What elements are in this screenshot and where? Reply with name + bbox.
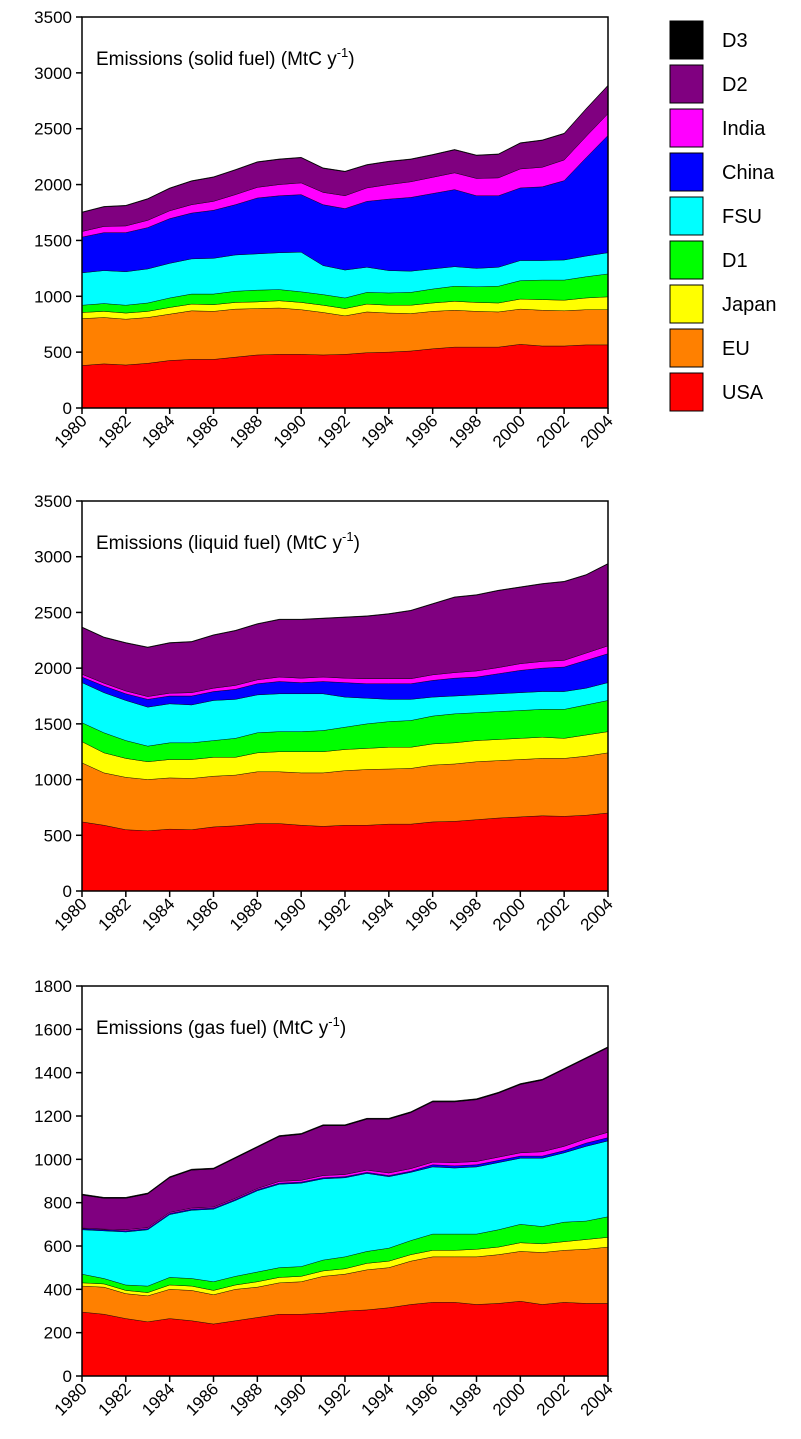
chart-title-part: -1: [337, 45, 349, 60]
chart-title-part: ): [348, 49, 354, 70]
y-tick-label: 1600: [34, 1020, 72, 1039]
x-tick-label: 1988: [226, 1379, 266, 1419]
legend-swatch: [669, 328, 704, 368]
x-tick-label: 1984: [138, 411, 178, 451]
y-tick-label: 1200: [34, 1107, 72, 1126]
x-tick-label: 1996: [401, 411, 441, 451]
legend-swatch: [669, 20, 704, 60]
x-tick-label: 1982: [94, 1379, 134, 1419]
legend-label: FSU: [722, 206, 762, 228]
y-tick-label: 400: [44, 1280, 72, 1299]
plot: [81, 1046, 609, 1377]
x-tick-label: 1992: [314, 411, 354, 451]
legend-label: USA: [722, 382, 764, 404]
x-tick-label: 2000: [489, 411, 529, 451]
y-tick-label: 3500: [34, 8, 72, 27]
legend-label: D1: [722, 250, 748, 272]
y-tick-label: 2500: [34, 603, 72, 622]
x-tick-label: 2000: [489, 1379, 529, 1419]
y-tick-label: 3000: [34, 548, 72, 567]
x-tick-label: 1988: [226, 894, 266, 934]
y-tick-label: 1800: [34, 977, 72, 996]
y-tick-label: 200: [44, 1324, 72, 1343]
x-tick-label: 2004: [577, 1379, 617, 1419]
legend-swatch: [669, 196, 704, 236]
chart-title: Emissions (solid fuel) (MtC y-1): [96, 45, 355, 70]
legend-swatch: [669, 372, 704, 412]
y-tick-label: 0: [63, 882, 72, 901]
y-tick-label: 1500: [34, 715, 72, 734]
y-tick-label: 500: [44, 343, 72, 362]
x-tick-label: 2002: [533, 411, 573, 451]
y-tick-label: 3500: [34, 492, 72, 511]
chart-title-part: Emissions (liquid fuel) (MtC y: [96, 533, 342, 554]
chart-title-part: ): [354, 533, 360, 554]
plot: [81, 84, 609, 409]
x-tick-label: 1994: [357, 411, 397, 451]
y-tick-label: 2000: [34, 659, 72, 678]
x-tick-label: 1998: [445, 894, 485, 934]
y-tick-label: 800: [44, 1194, 72, 1213]
x-tick-label: 1986: [182, 1379, 222, 1419]
x-tick-label: 1998: [445, 1379, 485, 1419]
y-tick-label: 1000: [34, 287, 72, 306]
legend-swatch: [669, 108, 704, 148]
plot: [81, 563, 609, 892]
x-tick-label: 1980: [51, 1379, 91, 1419]
chart-title-part: -1: [342, 529, 354, 544]
legend-label: Japan: [722, 294, 777, 316]
x-tick-label: 1994: [357, 1379, 397, 1419]
x-tick-label: 1992: [314, 1379, 354, 1419]
legend-label: D3: [722, 30, 748, 52]
x-tick-label: 2000: [489, 894, 529, 934]
x-tick-label: 1990: [270, 411, 310, 451]
x-tick-label: 1980: [51, 894, 91, 934]
x-tick-label: 1996: [401, 1379, 441, 1419]
x-tick-label: 2002: [533, 1379, 573, 1419]
y-tick-label: 0: [63, 399, 72, 418]
x-tick-label: 1982: [94, 894, 134, 934]
y-tick-label: 1400: [34, 1064, 72, 1083]
x-tick-label: 1988: [226, 411, 266, 451]
legend-label: India: [722, 118, 766, 140]
x-tick-label: 1990: [270, 894, 310, 934]
x-tick-label: 2004: [577, 411, 617, 451]
x-tick-label: 1984: [138, 894, 178, 934]
x-tick-label: 1996: [401, 894, 441, 934]
chart-title-part: ): [340, 1018, 346, 1039]
y-tick-label: 0: [63, 1367, 72, 1386]
y-tick-label: 1500: [34, 231, 72, 250]
y-tick-label: 2500: [34, 120, 72, 139]
x-tick-label: 1986: [182, 894, 222, 934]
legend-label: EU: [722, 338, 750, 360]
y-tick-label: 1000: [34, 1150, 72, 1169]
chart-title-part: -1: [328, 1014, 340, 1029]
x-tick-label: 1980: [51, 411, 91, 451]
y-tick-label: 500: [44, 826, 72, 845]
chart-title: Emissions (gas fuel) (MtC y-1): [96, 1014, 346, 1039]
legend-label: D2: [722, 74, 748, 96]
x-tick-label: 1984: [138, 1379, 178, 1419]
y-tick-label: 600: [44, 1237, 72, 1256]
x-tick-label: 1992: [314, 894, 354, 934]
chart-title: Emissions (liquid fuel) (MtC y-1): [96, 529, 360, 554]
chart-title-part: Emissions (solid fuel) (MtC y: [96, 49, 337, 70]
x-tick-label: 1982: [94, 411, 134, 451]
x-tick-label: 1994: [357, 894, 397, 934]
legend-swatch: [669, 284, 704, 324]
legend-label: China: [722, 162, 775, 184]
x-tick-label: 1990: [270, 1379, 310, 1419]
y-tick-label: 2000: [34, 176, 72, 195]
x-tick-label: 1986: [182, 411, 222, 451]
legend-swatch: [669, 240, 704, 280]
y-tick-label: 1000: [34, 771, 72, 790]
x-tick-label: 1998: [445, 411, 485, 451]
legend-swatch: [669, 152, 704, 192]
x-tick-label: 2004: [577, 894, 617, 934]
y-tick-label: 3000: [34, 64, 72, 83]
chart-title-part: Emissions (gas fuel) (MtC y: [96, 1018, 329, 1039]
x-tick-label: 2002: [533, 894, 573, 934]
legend-swatch: [669, 64, 704, 104]
